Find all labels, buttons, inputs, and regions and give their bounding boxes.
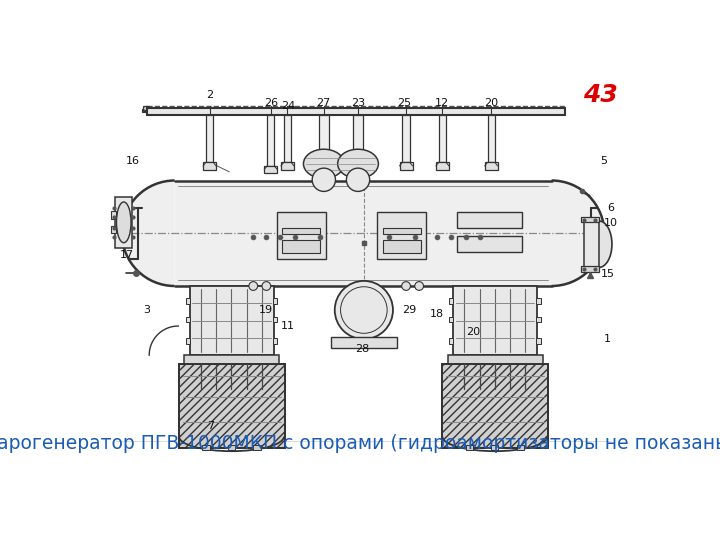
Text: 28: 28 (355, 343, 369, 354)
Ellipse shape (312, 168, 336, 191)
Bar (273, 316, 277, 322)
Bar (383, 240, 420, 253)
Text: 25: 25 (397, 98, 412, 107)
Bar (457, 236, 523, 252)
Bar (536, 316, 541, 322)
Text: 3: 3 (143, 305, 150, 315)
Bar (190, 286, 274, 355)
Ellipse shape (346, 168, 369, 191)
Text: 26: 26 (264, 98, 278, 107)
Bar (442, 364, 548, 448)
Text: 29: 29 (402, 305, 416, 315)
Bar (273, 339, 277, 344)
Bar (438, 115, 446, 163)
Text: 43: 43 (583, 83, 618, 107)
Bar (449, 316, 454, 322)
Ellipse shape (117, 202, 131, 242)
Bar (267, 115, 274, 166)
Text: 2: 2 (206, 90, 213, 100)
Bar (436, 163, 449, 170)
Ellipse shape (335, 281, 393, 339)
Text: 11: 11 (281, 321, 294, 331)
Bar (449, 299, 454, 304)
Bar (454, 286, 537, 355)
Bar (442, 364, 548, 448)
Bar (353, 115, 363, 155)
Text: 20: 20 (484, 98, 498, 107)
Wedge shape (122, 180, 175, 286)
Ellipse shape (402, 282, 410, 291)
Bar (331, 337, 397, 348)
Bar (517, 446, 524, 450)
Ellipse shape (586, 221, 612, 267)
Text: 5: 5 (600, 156, 608, 166)
Bar (115, 197, 132, 248)
Text: 15: 15 (600, 268, 615, 279)
Bar (203, 163, 216, 170)
Bar (111, 212, 117, 219)
Text: 19: 19 (258, 305, 273, 315)
Ellipse shape (143, 106, 149, 111)
Bar (179, 364, 284, 448)
Ellipse shape (249, 282, 258, 291)
Bar (179, 364, 284, 448)
Bar (142, 109, 150, 112)
Bar (402, 115, 410, 163)
Bar (186, 316, 190, 322)
Text: 6: 6 (608, 203, 615, 213)
Bar (143, 106, 149, 111)
Bar (281, 163, 294, 170)
Text: 27: 27 (316, 98, 330, 107)
Bar (186, 339, 190, 344)
Bar (282, 240, 320, 253)
Text: 12: 12 (435, 98, 449, 107)
Bar (536, 299, 541, 304)
Text: 10: 10 (604, 218, 618, 228)
Bar (580, 266, 599, 272)
Bar (536, 339, 541, 344)
Ellipse shape (338, 149, 379, 178)
Text: 16: 16 (126, 156, 140, 166)
Ellipse shape (415, 282, 423, 291)
Text: 1: 1 (604, 334, 611, 344)
Bar (276, 212, 326, 259)
Wedge shape (552, 180, 604, 286)
Bar (147, 109, 565, 115)
Bar (175, 180, 552, 286)
Bar (448, 355, 543, 364)
Bar (273, 299, 277, 304)
Bar (111, 226, 117, 233)
Bar (264, 166, 277, 173)
Text: 7: 7 (207, 421, 215, 431)
Bar (202, 446, 210, 450)
Bar (284, 115, 291, 163)
Bar (485, 163, 498, 170)
Text: 20: 20 (466, 327, 480, 337)
Bar (491, 446, 498, 450)
Bar (206, 115, 213, 163)
Bar (487, 115, 495, 163)
Bar (400, 163, 413, 170)
Ellipse shape (303, 149, 344, 178)
Text: 18: 18 (430, 309, 444, 319)
Bar (466, 446, 473, 450)
Bar (253, 446, 261, 450)
Text: 23: 23 (351, 98, 365, 107)
Bar (457, 212, 523, 228)
Bar (383, 228, 420, 234)
Bar (449, 339, 454, 344)
Text: 17: 17 (120, 251, 135, 260)
Bar (585, 221, 599, 267)
Bar (282, 228, 320, 234)
Bar (228, 446, 235, 450)
Text: Парогенератор ПГВ-1000МКП с опорами (гидроамортизаторы не показаны): Парогенератор ПГВ-1000МКП с опорами (гид… (0, 434, 720, 454)
Ellipse shape (262, 282, 271, 291)
Bar (186, 299, 190, 304)
Bar (377, 212, 426, 259)
Bar (184, 355, 279, 364)
Text: 24: 24 (281, 102, 295, 111)
Bar (580, 217, 599, 222)
Bar (319, 115, 329, 155)
